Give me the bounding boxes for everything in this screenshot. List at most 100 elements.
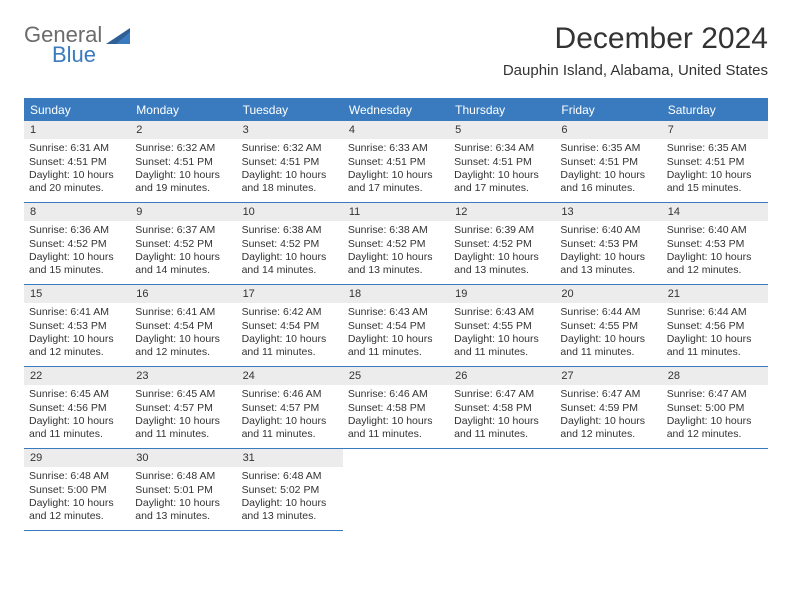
day-body: Sunrise: 6:37 AMSunset: 4:52 PMDaylight:… bbox=[130, 221, 236, 283]
day-body: Sunrise: 6:45 AMSunset: 4:57 PMDaylight:… bbox=[130, 385, 236, 447]
logo-triangle-icon bbox=[106, 26, 136, 46]
day-body: Sunrise: 6:38 AMSunset: 4:52 PMDaylight:… bbox=[237, 221, 343, 283]
logo-text-bottom: Blue bbox=[52, 44, 102, 66]
sunrise-line: Sunrise: 6:41 AM bbox=[29, 306, 125, 319]
sunrise-line: Sunrise: 6:34 AM bbox=[454, 142, 550, 155]
sunset-line: Sunset: 4:55 PM bbox=[560, 320, 656, 333]
day-number: 14 bbox=[662, 203, 768, 221]
sunset-line: Sunset: 5:00 PM bbox=[29, 484, 125, 497]
dow-monday: Monday bbox=[130, 99, 236, 121]
sunset-line: Sunset: 4:57 PM bbox=[135, 402, 231, 415]
sunrise-line: Sunrise: 6:37 AM bbox=[135, 224, 231, 237]
day-number: 20 bbox=[555, 285, 661, 303]
sunset-line: Sunset: 4:58 PM bbox=[454, 402, 550, 415]
calendar-cell: 8Sunrise: 6:36 AMSunset: 4:52 PMDaylight… bbox=[24, 203, 130, 285]
calendar-cell: 3Sunrise: 6:32 AMSunset: 4:51 PMDaylight… bbox=[237, 121, 343, 203]
month-title: December 2024 bbox=[503, 22, 768, 56]
daylight-line: Daylight: 10 hours and 11 minutes. bbox=[667, 333, 763, 360]
dow-wednesday: Wednesday bbox=[343, 99, 449, 121]
sunrise-line: Sunrise: 6:31 AM bbox=[29, 142, 125, 155]
day-body: Sunrise: 6:48 AMSunset: 5:02 PMDaylight:… bbox=[237, 467, 343, 529]
calendar-cell: 26Sunrise: 6:47 AMSunset: 4:58 PMDayligh… bbox=[449, 367, 555, 449]
calendar-cell-blank bbox=[555, 449, 661, 531]
sunrise-line: Sunrise: 6:35 AM bbox=[560, 142, 656, 155]
sunset-line: Sunset: 4:54 PM bbox=[135, 320, 231, 333]
calendar-cell: 4Sunrise: 6:33 AMSunset: 4:51 PMDaylight… bbox=[343, 121, 449, 203]
sunrise-line: Sunrise: 6:48 AM bbox=[135, 470, 231, 483]
day-body: Sunrise: 6:43 AMSunset: 4:54 PMDaylight:… bbox=[343, 303, 449, 365]
sunset-line: Sunset: 4:51 PM bbox=[560, 156, 656, 169]
daylight-line: Daylight: 10 hours and 12 minutes. bbox=[667, 251, 763, 278]
calendar-cell: 5Sunrise: 6:34 AMSunset: 4:51 PMDaylight… bbox=[449, 121, 555, 203]
dow-thursday: Thursday bbox=[449, 99, 555, 121]
sunset-line: Sunset: 4:52 PM bbox=[29, 238, 125, 251]
calendar-cell: 16Sunrise: 6:41 AMSunset: 4:54 PMDayligh… bbox=[130, 285, 236, 367]
day-number: 25 bbox=[343, 367, 449, 385]
sunset-line: Sunset: 4:53 PM bbox=[667, 238, 763, 251]
day-body: Sunrise: 6:36 AMSunset: 4:52 PMDaylight:… bbox=[24, 221, 130, 283]
sunset-line: Sunset: 4:51 PM bbox=[29, 156, 125, 169]
sunrise-line: Sunrise: 6:42 AM bbox=[242, 306, 338, 319]
sunrise-line: Sunrise: 6:44 AM bbox=[667, 306, 763, 319]
sunrise-line: Sunrise: 6:36 AM bbox=[29, 224, 125, 237]
calendar-cell: 18Sunrise: 6:43 AMSunset: 4:54 PMDayligh… bbox=[343, 285, 449, 367]
calendar-cell: 19Sunrise: 6:43 AMSunset: 4:55 PMDayligh… bbox=[449, 285, 555, 367]
sunset-line: Sunset: 4:54 PM bbox=[348, 320, 444, 333]
day-body: Sunrise: 6:45 AMSunset: 4:56 PMDaylight:… bbox=[24, 385, 130, 447]
sunset-line: Sunset: 4:56 PM bbox=[29, 402, 125, 415]
calendar-cell: 22Sunrise: 6:45 AMSunset: 4:56 PMDayligh… bbox=[24, 367, 130, 449]
day-body: Sunrise: 6:48 AMSunset: 5:00 PMDaylight:… bbox=[24, 467, 130, 529]
day-body: Sunrise: 6:40 AMSunset: 4:53 PMDaylight:… bbox=[555, 221, 661, 283]
daylight-line: Daylight: 10 hours and 12 minutes. bbox=[29, 333, 125, 360]
calendar-cell: 25Sunrise: 6:46 AMSunset: 4:58 PMDayligh… bbox=[343, 367, 449, 449]
daylight-line: Daylight: 10 hours and 18 minutes. bbox=[242, 169, 338, 196]
daylight-line: Daylight: 10 hours and 12 minutes. bbox=[29, 497, 125, 524]
dow-tuesday: Tuesday bbox=[237, 99, 343, 121]
calendar-grid: Sunday Monday Tuesday Wednesday Thursday… bbox=[24, 98, 768, 531]
day-number: 11 bbox=[343, 203, 449, 221]
sunset-line: Sunset: 4:54 PM bbox=[242, 320, 338, 333]
calendar-cell: 23Sunrise: 6:45 AMSunset: 4:57 PMDayligh… bbox=[130, 367, 236, 449]
sunset-line: Sunset: 5:01 PM bbox=[135, 484, 231, 497]
day-body: Sunrise: 6:35 AMSunset: 4:51 PMDaylight:… bbox=[662, 139, 768, 201]
daylight-line: Daylight: 10 hours and 11 minutes. bbox=[348, 333, 444, 360]
daylight-line: Daylight: 10 hours and 11 minutes. bbox=[242, 415, 338, 442]
sunrise-line: Sunrise: 6:43 AM bbox=[348, 306, 444, 319]
calendar-cell: 6Sunrise: 6:35 AMSunset: 4:51 PMDaylight… bbox=[555, 121, 661, 203]
sunrise-line: Sunrise: 6:40 AM bbox=[667, 224, 763, 237]
sunrise-line: Sunrise: 6:33 AM bbox=[348, 142, 444, 155]
day-number: 16 bbox=[130, 285, 236, 303]
calendar-cell: 29Sunrise: 6:48 AMSunset: 5:00 PMDayligh… bbox=[24, 449, 130, 531]
day-body: Sunrise: 6:31 AMSunset: 4:51 PMDaylight:… bbox=[24, 139, 130, 201]
day-body: Sunrise: 6:47 AMSunset: 4:58 PMDaylight:… bbox=[449, 385, 555, 447]
sunrise-line: Sunrise: 6:38 AM bbox=[348, 224, 444, 237]
day-number: 31 bbox=[237, 449, 343, 467]
day-body: Sunrise: 6:46 AMSunset: 4:58 PMDaylight:… bbox=[343, 385, 449, 447]
daylight-line: Daylight: 10 hours and 13 minutes. bbox=[242, 497, 338, 524]
dow-friday: Friday bbox=[555, 99, 661, 121]
day-number: 1 bbox=[24, 121, 130, 139]
daylight-line: Daylight: 10 hours and 14 minutes. bbox=[242, 251, 338, 278]
calendar-cell: 17Sunrise: 6:42 AMSunset: 4:54 PMDayligh… bbox=[237, 285, 343, 367]
day-number: 22 bbox=[24, 367, 130, 385]
calendar-cell: 28Sunrise: 6:47 AMSunset: 5:00 PMDayligh… bbox=[662, 367, 768, 449]
daylight-line: Daylight: 10 hours and 13 minutes. bbox=[560, 251, 656, 278]
sunset-line: Sunset: 4:57 PM bbox=[242, 402, 338, 415]
day-number: 7 bbox=[662, 121, 768, 139]
day-number: 2 bbox=[130, 121, 236, 139]
sunrise-line: Sunrise: 6:40 AM bbox=[560, 224, 656, 237]
day-body: Sunrise: 6:32 AMSunset: 4:51 PMDaylight:… bbox=[237, 139, 343, 201]
daylight-line: Daylight: 10 hours and 12 minutes. bbox=[667, 415, 763, 442]
calendar-cell: 21Sunrise: 6:44 AMSunset: 4:56 PMDayligh… bbox=[662, 285, 768, 367]
sunrise-line: Sunrise: 6:46 AM bbox=[242, 388, 338, 401]
sunset-line: Sunset: 5:02 PM bbox=[242, 484, 338, 497]
calendar-cell: 11Sunrise: 6:38 AMSunset: 4:52 PMDayligh… bbox=[343, 203, 449, 285]
calendar-cell-blank bbox=[343, 449, 449, 531]
calendar-cell: 13Sunrise: 6:40 AMSunset: 4:53 PMDayligh… bbox=[555, 203, 661, 285]
day-number: 15 bbox=[24, 285, 130, 303]
sunrise-line: Sunrise: 6:43 AM bbox=[454, 306, 550, 319]
daylight-line: Daylight: 10 hours and 11 minutes. bbox=[135, 415, 231, 442]
day-number: 24 bbox=[237, 367, 343, 385]
day-number: 19 bbox=[449, 285, 555, 303]
day-body: Sunrise: 6:38 AMSunset: 4:52 PMDaylight:… bbox=[343, 221, 449, 283]
